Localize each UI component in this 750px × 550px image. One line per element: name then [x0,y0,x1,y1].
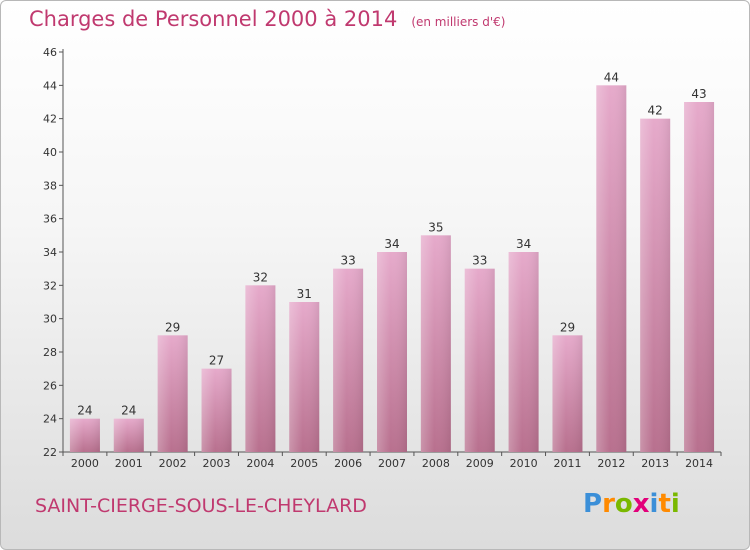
bar-shine-2014 [684,102,715,452]
y-tick-label: 38 [43,179,57,192]
x-tick-label-2011: 2011 [553,457,581,470]
y-tick-label: 32 [43,279,57,292]
axes: 22 24 26 28 30 32 34 36 38 40 42 44 46 [43,46,722,459]
proxiti-logo: Proxiti [583,489,680,519]
logo-letter: x [632,489,650,519]
y-tick-label: 40 [43,146,57,159]
bar-shine-2008 [420,235,451,452]
data-label-2004: 32 [253,270,268,284]
bar-shine-2003 [201,368,232,452]
bar-shine-2010 [508,252,539,452]
bar-shine-2013 [640,118,671,453]
data-label-2005: 31 [297,287,312,301]
chart-title-text: Charges de Personnel 2000 à 2014 [29,7,398,31]
data-label-2008: 35 [428,220,443,234]
y-tick-label: 24 [43,413,57,426]
data-label-2000: 24 [77,404,92,418]
data-label-2010: 34 [516,237,531,251]
x-tick-label-2002: 2002 [159,457,187,470]
data-label-2013: 42 [648,104,663,118]
bar-shine-2007 [377,252,407,452]
x-tick-label-2000: 2000 [71,457,99,470]
bar-shine-2000 [69,418,100,452]
chart-title: Charges de Personnel 2000 à 2014 (en mill… [29,7,505,31]
y-tick-label: 42 [43,113,57,126]
logo-letter: o [614,489,633,519]
data-label-2014: 43 [691,87,706,101]
logo-letter: t [658,489,671,519]
x-tick-label-2005: 2005 [290,457,318,470]
y-tick-label: 36 [43,213,57,226]
logo-letter: P [583,489,603,519]
x-tick-label-2008: 2008 [422,457,450,470]
x-tick-label-2013: 2013 [641,457,669,470]
x-tick-label-2012: 2012 [597,457,625,470]
x-tick-label-2007: 2007 [378,457,406,470]
bar-shine-2009 [464,268,495,452]
data-label-2003: 27 [209,354,224,368]
labels: 2000 24 2001 24 2002 29 2003 27 2004 32 2005 31 2006… [71,70,713,470]
data-label-2006: 33 [340,254,355,268]
y-tick-label: 46 [43,46,57,59]
bar-shine-2006 [333,268,364,452]
bar-shine-2012 [596,85,627,452]
data-label-2011: 29 [560,320,575,334]
x-tick-label-2004: 2004 [246,457,274,470]
data-label-2007: 34 [384,237,399,251]
commune-name: SAINT-CIERGE-SOUS-LE-CHEYLARD [35,495,367,517]
logo-letter: i [649,489,659,519]
y-tick-label: 30 [43,313,57,326]
bar-shine-2005 [289,302,320,452]
data-label-2009: 33 [472,254,487,268]
x-tick-label-2006: 2006 [334,457,362,470]
x-tick-label-2003: 2003 [203,457,231,470]
x-tick-label-2014: 2014 [685,457,713,470]
logo-letter: r [602,489,615,519]
data-label-2001: 24 [121,404,136,418]
bars [69,85,715,453]
bar-shine-2004 [245,285,276,452]
data-label-2012: 44 [604,70,619,84]
logo-letter: i [670,489,680,519]
y-tick-label: 22 [43,446,57,459]
bar-shine-2001 [113,418,144,452]
x-tick-label-2001: 2001 [115,457,143,470]
bar-shine-2011 [552,335,583,452]
y-tick-label: 28 [43,346,57,359]
bar-shine-2002 [157,335,188,452]
y-tick-label: 26 [43,379,57,392]
chart-subtitle: (en milliers d'€) [411,15,506,29]
y-tick-label: 44 [43,79,57,92]
y-tick-label: 34 [43,246,57,259]
x-tick-label-2010: 2010 [510,457,538,470]
x-tick-label-2009: 2009 [466,457,494,470]
data-label-2002: 29 [165,320,180,334]
